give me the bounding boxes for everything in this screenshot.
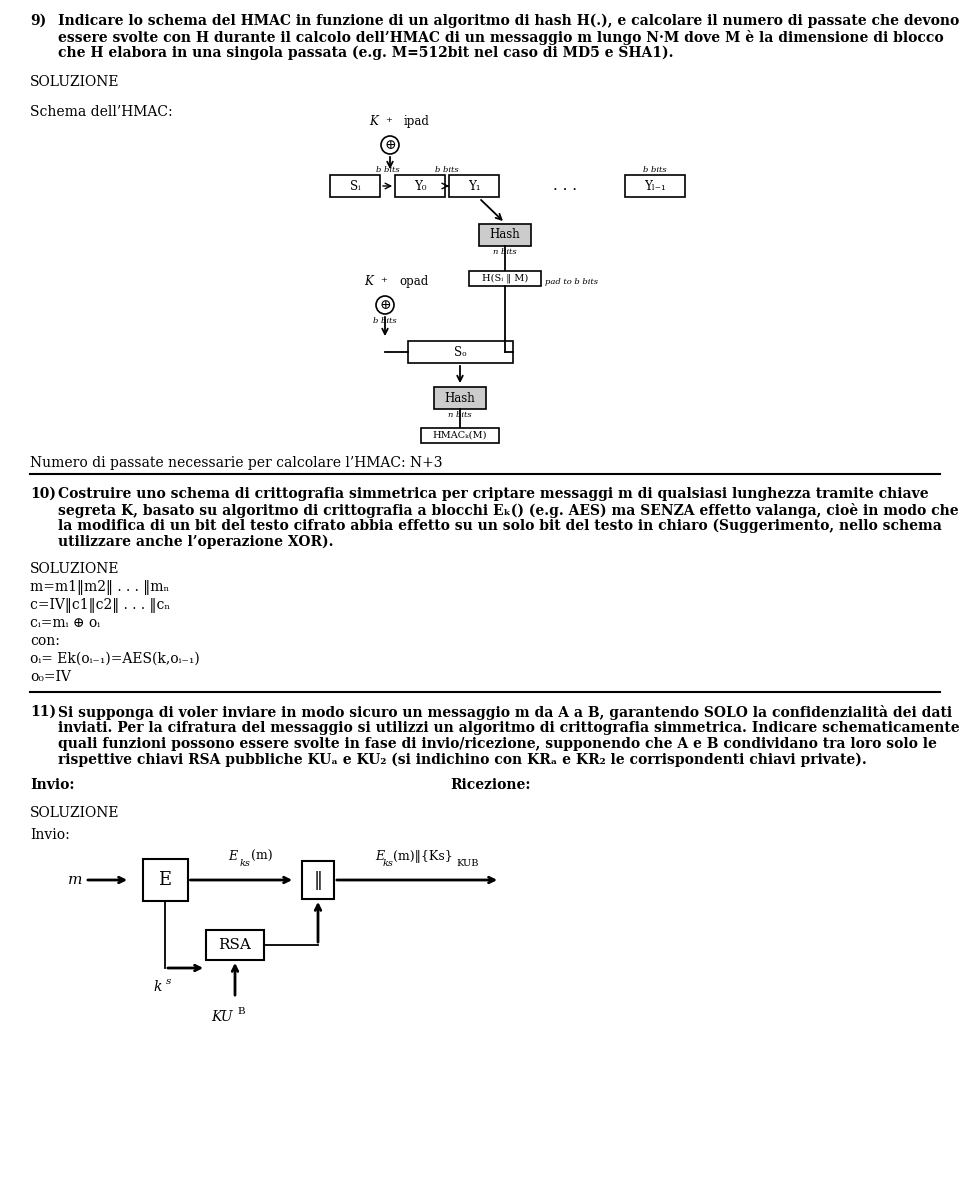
Text: ⊕: ⊕ xyxy=(379,298,391,313)
Bar xyxy=(302,861,334,900)
Text: (m): (m) xyxy=(252,849,273,863)
Text: Ricezione:: Ricezione: xyxy=(450,778,531,792)
Text: la modifica di un bit del testo cifrato abbia effetto su un solo bit del testo i: la modifica di un bit del testo cifrato … xyxy=(58,519,942,533)
Text: essere svolte con H durante il calcolo dell’HMAC di un messaggio m lungo N·M dov: essere svolte con H durante il calcolo d… xyxy=(58,30,944,45)
Text: b bits: b bits xyxy=(643,166,667,174)
Bar xyxy=(407,341,513,363)
Bar xyxy=(142,859,187,901)
Text: pad to b bits: pad to b bits xyxy=(545,278,598,286)
Text: ⊕: ⊕ xyxy=(384,138,396,152)
Text: n bits: n bits xyxy=(493,248,516,256)
Text: Invio:: Invio: xyxy=(30,828,70,842)
Text: segreta K, basato su algoritmo di crittografia a blocchi Eₖ() (e.g. AES) ma SENZ: segreta K, basato su algoritmo di critto… xyxy=(58,503,959,518)
Text: m=m1‖m2‖ . . . ‖mₙ: m=m1‖m2‖ . . . ‖mₙ xyxy=(30,580,169,595)
Text: +: + xyxy=(385,116,392,124)
Text: Y₀: Y₀ xyxy=(414,179,426,192)
Text: K: K xyxy=(364,276,373,288)
Bar xyxy=(395,175,445,197)
Text: 9): 9) xyxy=(30,14,46,27)
Text: b bits: b bits xyxy=(435,166,459,174)
Text: HMACₖ(M): HMACₖ(M) xyxy=(433,431,488,439)
Text: b bits: b bits xyxy=(373,317,396,324)
Bar xyxy=(421,427,499,443)
Text: +: + xyxy=(380,276,387,284)
Text: RSA: RSA xyxy=(219,938,252,952)
Text: KU: KU xyxy=(211,1010,233,1024)
Bar xyxy=(434,387,486,409)
Text: cᵢ=mᵢ ⊕ oᵢ: cᵢ=mᵢ ⊕ oᵢ xyxy=(30,616,100,630)
Text: B: B xyxy=(237,1007,245,1016)
Text: s: s xyxy=(166,977,172,985)
Text: E: E xyxy=(158,871,172,889)
Text: Hash: Hash xyxy=(444,391,475,404)
Text: che H elabora in una singola passata (e.g. M=512bit nel caso di MD5 e SHA1).: che H elabora in una singola passata (e.… xyxy=(58,47,674,61)
Text: ipad: ipad xyxy=(404,115,430,128)
Text: (m)‖{Ks}: (m)‖{Ks} xyxy=(393,849,453,863)
Text: SOLUZIONE: SOLUZIONE xyxy=(30,562,119,576)
Text: KUB: KUB xyxy=(456,859,478,869)
Text: Sᵢ: Sᵢ xyxy=(349,179,360,192)
Text: Invio:: Invio: xyxy=(30,778,75,792)
Text: ks: ks xyxy=(383,859,394,869)
Circle shape xyxy=(381,136,399,154)
Text: Y₁: Y₁ xyxy=(468,179,480,192)
Text: Schema dell’HMAC:: Schema dell’HMAC: xyxy=(30,105,173,119)
Text: Si supponga di voler inviare in modo sicuro un messaggio m da A a B, garantendo : Si supponga di voler inviare in modo sic… xyxy=(58,705,952,721)
Text: E: E xyxy=(228,849,237,863)
Text: Costruire uno schema di crittografia simmetrica per criptare messaggi m di quals: Costruire uno schema di crittografia sim… xyxy=(58,487,928,501)
Text: 10): 10) xyxy=(30,487,56,501)
Text: ‖: ‖ xyxy=(314,871,323,890)
Text: quali funzioni possono essere svolte in fase di invio/ricezione, supponendo che : quali funzioni possono essere svolte in … xyxy=(58,737,937,752)
Bar xyxy=(469,271,541,285)
Bar xyxy=(449,175,499,197)
Text: K: K xyxy=(370,115,378,128)
Text: SOLUZIONE: SOLUZIONE xyxy=(30,806,119,820)
Text: ks: ks xyxy=(239,859,251,869)
Bar xyxy=(330,175,380,197)
Text: . . .: . . . xyxy=(553,179,577,193)
Text: Yₗ₋₁: Yₗ₋₁ xyxy=(644,179,666,192)
Text: m: m xyxy=(68,873,83,888)
Bar xyxy=(206,931,264,960)
Text: k: k xyxy=(154,979,162,994)
Text: opad: opad xyxy=(399,276,428,288)
Text: 11): 11) xyxy=(30,705,56,719)
Text: n bits: n bits xyxy=(448,412,471,419)
Text: b bits: b bits xyxy=(375,166,399,174)
Bar xyxy=(479,224,531,246)
Text: Sₒ: Sₒ xyxy=(454,346,467,359)
Bar xyxy=(625,175,685,197)
Text: SOLUZIONE: SOLUZIONE xyxy=(30,75,119,89)
Circle shape xyxy=(376,296,394,314)
Text: Hash: Hash xyxy=(490,229,520,241)
Text: rispettive chiavi RSA pubbliche KUₐ e KU₂ (si indichino con KRₐ e KR₂ le corrisp: rispettive chiavi RSA pubbliche KUₐ e KU… xyxy=(58,753,867,767)
Text: E: E xyxy=(375,849,384,863)
Text: Indicare lo schema del HMAC in funzione di un algoritmo di hash H(.), e calcolar: Indicare lo schema del HMAC in funzione … xyxy=(58,14,959,29)
Text: inviati. Per la cifratura del messaggio si utilizzi un algoritmo di crittografia: inviati. Per la cifratura del messaggio … xyxy=(58,721,960,735)
Text: utilizzare anche l’operazione XOR).: utilizzare anche l’operazione XOR). xyxy=(58,534,333,550)
Text: oᵢ= Ek(oᵢ₋₁)=AES(k,oᵢ₋₁): oᵢ= Ek(oᵢ₋₁)=AES(k,oᵢ₋₁) xyxy=(30,653,200,666)
Text: Numero di passate necessarie per calcolare l’HMAC: N+3: Numero di passate necessarie per calcola… xyxy=(30,456,443,470)
Text: H(Sᵢ ‖ M): H(Sᵢ ‖ M) xyxy=(482,273,528,283)
Text: c=IV‖c1‖c2‖ . . . ‖cₙ: c=IV‖c1‖c2‖ . . . ‖cₙ xyxy=(30,598,170,613)
Text: o₀=IV: o₀=IV xyxy=(30,670,71,684)
Text: con:: con: xyxy=(30,633,60,648)
